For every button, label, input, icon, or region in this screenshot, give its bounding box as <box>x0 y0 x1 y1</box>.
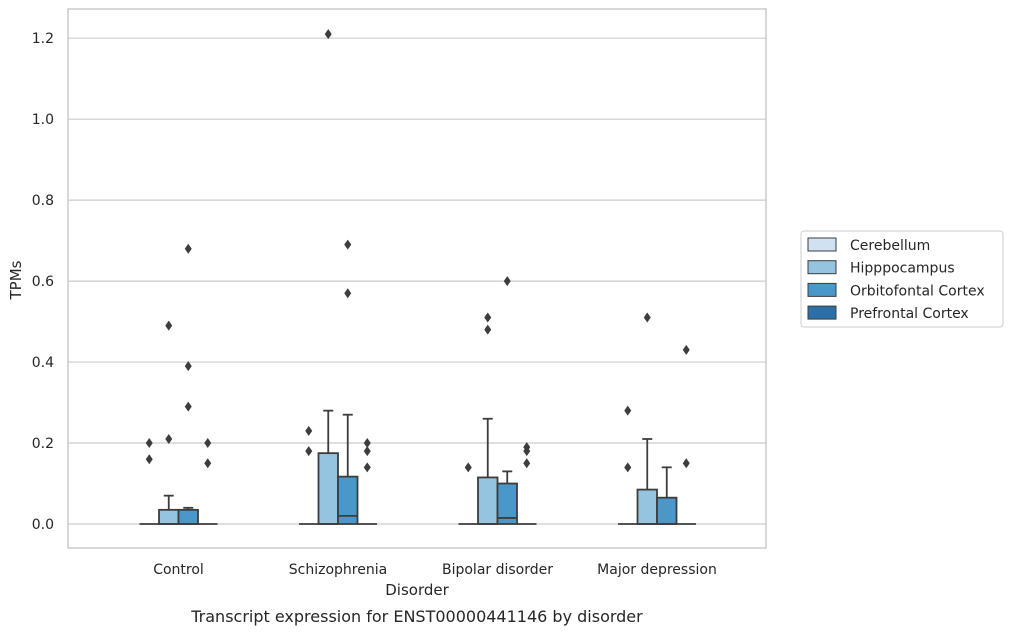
outlier-point <box>484 324 492 335</box>
box-series <box>139 29 696 525</box>
legend-swatch <box>807 305 837 320</box>
x-tick-label: Major depression <box>597 562 717 578</box>
outlier-point <box>204 458 212 469</box>
outlier-point <box>464 462 472 473</box>
box <box>337 475 359 525</box>
box <box>636 488 658 525</box>
box-cerebellum <box>618 405 638 525</box>
outlier-point <box>184 401 192 412</box>
box-orbitofontal-cortex <box>496 276 518 525</box>
box <box>656 496 678 525</box>
box-prefrontal-cortex <box>517 442 537 525</box>
legend-frame <box>800 230 1004 328</box>
box-orbitofontal-cortex <box>177 243 199 525</box>
box-orbitofontal-cortex <box>656 466 678 525</box>
box <box>158 508 180 525</box>
box-hipppocampus <box>317 29 339 525</box>
box-hipppocampus <box>477 312 499 525</box>
legend-swatch <box>807 282 837 297</box>
legend-entry: Prefrontal Cortex <box>850 306 969 322</box>
x-axis-label: Disorder <box>385 581 449 599</box>
outlier-point <box>484 312 492 323</box>
y-tick-label: 1.0 <box>32 112 54 128</box>
outlier-point <box>204 438 212 449</box>
box <box>317 452 339 525</box>
x-tick-label: Control <box>153 562 204 578</box>
outlier-point <box>363 438 371 449</box>
y-tick-label: 0.6 <box>32 274 54 290</box>
outlier-point <box>643 312 651 323</box>
x-tick-label: Bipolar disorder <box>442 562 553 578</box>
box-prefrontal-cortex <box>676 344 696 525</box>
y-tick-label: 1.2 <box>32 31 54 47</box>
outlier-point <box>305 425 313 436</box>
x-tick-label: Schizophrenia <box>289 562 387 578</box>
legend: Cerebellum Hipppocampus Orbitofontal Corte… <box>800 230 1004 328</box>
box-cerebellum <box>139 438 159 525</box>
box-orbitofontal-cortex <box>337 239 359 525</box>
box <box>477 476 499 525</box>
plot-frame <box>67 8 767 549</box>
outlier-point <box>624 405 632 416</box>
grid-lines <box>68 37 766 525</box>
outlier-point <box>523 442 531 453</box>
box-cerebellum <box>299 425 319 525</box>
box-cerebellum <box>458 462 478 525</box>
outlier-point <box>305 446 313 457</box>
outlier-point <box>324 29 332 40</box>
box-hipppocampus <box>636 312 658 525</box>
legend-entry: Hipppocampus <box>850 261 955 277</box>
outlier-point <box>344 239 352 250</box>
legend-swatch <box>807 237 837 252</box>
outlier-point <box>184 361 192 372</box>
outlier-point <box>363 446 371 457</box>
y-tick-label: 0.4 <box>32 355 54 371</box>
outlier-point <box>682 344 690 355</box>
legend-entry: Cerebellum <box>850 238 930 254</box>
outlier-point <box>145 438 153 449</box>
outlier-point <box>145 454 153 465</box>
y-axis: 0.0 0.2 0.4 0.6 0.8 1.0 1.2 <box>32 31 54 533</box>
legend-entry: Orbitofontal Cortex <box>850 283 985 299</box>
x-axis: Control Schizophrenia Bipolar disorder Majo… <box>153 562 717 578</box>
box-prefrontal-cortex <box>198 438 218 525</box>
outlier-point <box>503 276 511 287</box>
box-hipppocampus <box>158 320 180 525</box>
outlier-point <box>165 320 173 331</box>
y-axis-label: TPMs <box>7 260 25 300</box>
outlier-point <box>363 462 371 473</box>
outlier-point <box>344 288 352 299</box>
outlier-point <box>682 458 690 469</box>
outlier-point <box>184 243 192 254</box>
box-prefrontal-cortex <box>357 438 377 525</box>
outlier-point <box>523 458 531 469</box>
legend-swatch <box>807 260 837 275</box>
box <box>496 482 518 525</box>
outlier-point <box>165 433 173 444</box>
chart-caption: Transcript expression for ENST0000044114… <box>190 607 643 626</box>
y-tick-label: 0.0 <box>32 517 54 533</box>
outlier-point <box>624 462 632 473</box>
y-tick-label: 0.8 <box>32 193 54 209</box>
y-tick-label: 0.2 <box>32 436 54 452</box>
box <box>177 508 199 525</box>
